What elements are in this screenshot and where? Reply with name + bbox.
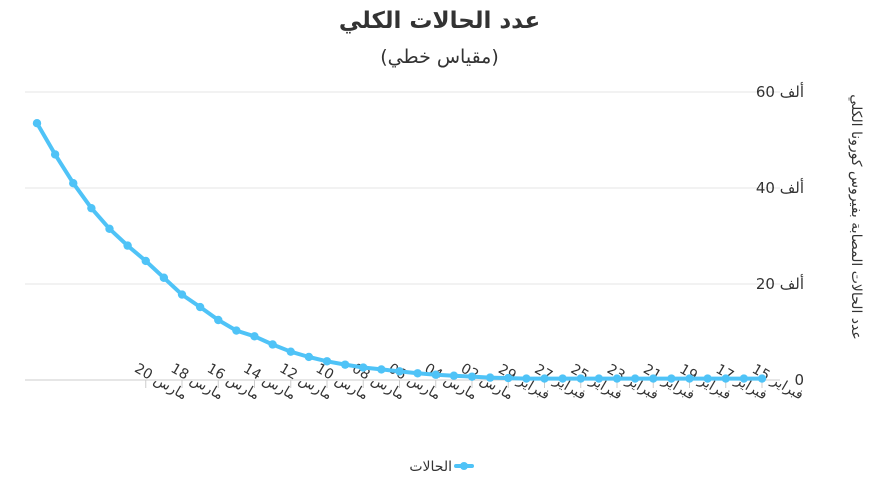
data-point[interactable] — [667, 374, 676, 383]
data-point[interactable] — [594, 374, 604, 383]
data-point[interactable] — [504, 373, 513, 383]
chart-title: عدد الحالات الكلي — [338, 8, 541, 34]
data-point[interactable] — [232, 326, 241, 335]
data-point[interactable] — [485, 373, 495, 382]
data-point[interactable] — [612, 374, 622, 383]
data-point[interactable] — [739, 374, 749, 383]
data-point[interactable] — [304, 352, 314, 362]
data-point[interactable] — [649, 374, 658, 383]
legend[interactable]: الحالات — [409, 459, 474, 475]
y-axis-tick-labels: 0 20 ألف 40 ألف 60 ألف — [756, 82, 804, 389]
data-point[interactable] — [449, 371, 459, 380]
data-point[interactable] — [721, 374, 730, 383]
legend-label: الحالات — [409, 459, 452, 475]
data-point[interactable] — [576, 374, 585, 383]
data-point[interactable] — [467, 372, 477, 381]
data-point[interactable] — [322, 357, 332, 366]
data-point[interactable] — [685, 374, 694, 383]
data-point[interactable] — [558, 374, 567, 383]
data-point[interactable] — [340, 360, 350, 369]
data-point[interactable] — [87, 203, 96, 213]
series-cases[interactable] — [32, 119, 767, 383]
data-point[interactable] — [177, 290, 187, 299]
data-point[interactable] — [105, 224, 114, 233]
data-point[interactable] — [540, 374, 549, 383]
data-point[interactable] — [703, 374, 712, 383]
y-axis-title: عدد الحالات المصابة بفيروس كورونا الكلي — [848, 94, 864, 339]
data-point[interactable] — [50, 150, 60, 159]
data-point[interactable] — [268, 340, 277, 349]
data-point[interactable] — [286, 347, 295, 356]
legend-marker — [460, 462, 468, 470]
chart-subtitle: (مقياس خطي) — [380, 46, 499, 68]
series-line — [35, 121, 764, 381]
grid-lines — [25, 91, 780, 381]
data-point[interactable] — [141, 256, 150, 266]
data-point[interactable] — [250, 332, 259, 341]
data-point[interactable] — [214, 315, 223, 325]
data-point[interactable] — [359, 363, 368, 372]
data-point[interactable] — [431, 370, 440, 379]
y-tick-label: 60 ألف — [756, 82, 804, 101]
data-point[interactable] — [395, 367, 404, 376]
data-point[interactable] — [377, 365, 386, 374]
data-point[interactable] — [195, 302, 205, 312]
data-point[interactable] — [32, 119, 42, 128]
data-point[interactable] — [123, 241, 132, 250]
y-tick-label: 20 ألف — [756, 274, 804, 293]
data-point[interactable] — [522, 374, 531, 383]
data-point[interactable] — [159, 273, 169, 282]
data-point[interactable] — [413, 369, 422, 378]
data-point[interactable] — [757, 374, 767, 383]
data-point[interactable] — [630, 374, 640, 383]
y-tick-label: 40 ألف — [756, 178, 804, 197]
data-point[interactable] — [69, 179, 78, 188]
y-tick-label: 0 — [794, 371, 804, 389]
